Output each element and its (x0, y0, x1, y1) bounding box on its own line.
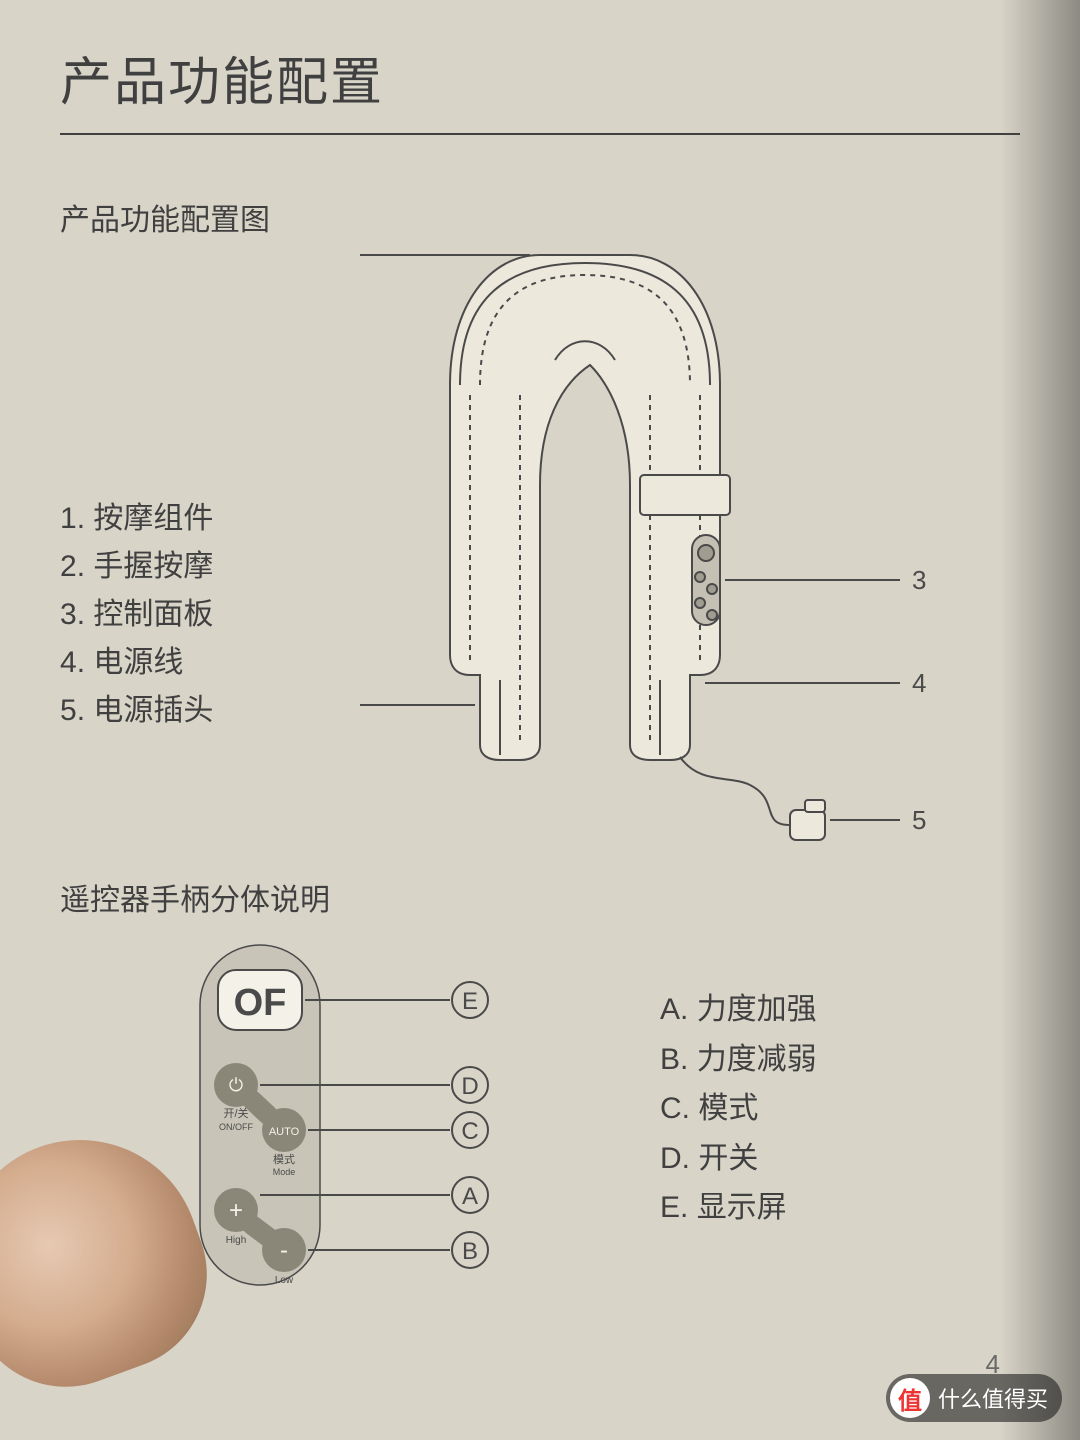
legend-item: B. 力度减弱 (660, 1035, 817, 1085)
svg-text:模式: 模式 (273, 1153, 295, 1166)
svg-text:B: B (462, 1238, 478, 1265)
remote-section: 遥控器手柄分体说明 OF ⏻ AUTO 开/关 ON/OFF 模式 Mode (60, 875, 1020, 919)
svg-text:开/关: 开/关 (223, 1106, 248, 1120)
remote-display-text: OF (234, 982, 287, 1024)
svg-text:Mode: Mode (273, 1167, 296, 1177)
legend-item: D. 开关 (660, 1134, 817, 1184)
svg-text:AUTO: AUTO (269, 1126, 300, 1138)
svg-text:High: High (226, 1235, 247, 1246)
product-parts-legend: 1. 按摩组件 2. 手握按摩 3. 控制面板 4. 电源线 5. 电源插头 (60, 495, 213, 735)
legend-item: E. 显示屏 (660, 1183, 817, 1233)
section2-heading: 遥控器手柄分体说明 (60, 875, 1020, 919)
remote-diagram: OF ⏻ AUTO 开/关 ON/OFF 模式 Mode + - High L (190, 935, 620, 1315)
svg-text:Low: Low (275, 1275, 294, 1286)
product-config-section: 产品功能配置图 1. 按摩组件 2. 手握按摩 3. 控制面板 4. 电源线 5… (60, 195, 1020, 835)
manual-page: 产品功能配置 产品功能配置图 1. 按摩组件 2. 手握按摩 3. 控制面板 4… (60, 40, 1020, 1400)
svg-text:+: + (229, 1197, 243, 1224)
svg-text:E: E (462, 988, 478, 1015)
svg-text:ON/OFF: ON/OFF (219, 1122, 253, 1132)
callout-num: 5 (912, 805, 926, 835)
legend-item: 3. 控制面板 (60, 591, 213, 639)
remote-parts-legend: A. 力度加强 B. 力度减弱 C. 模式 D. 开关 E. 显示屏 (660, 985, 817, 1233)
page-title: 产品功能配置 (60, 40, 1020, 115)
svg-text:-: - (280, 1237, 288, 1264)
svg-text:D: D (461, 1073, 478, 1100)
product-diagram: 1 2 3 4 5 (360, 185, 1000, 845)
legend-item: C. 模式 (660, 1084, 817, 1134)
svg-text:A: A (462, 1183, 478, 1210)
title-rule (60, 133, 1020, 135)
svg-text:C: C (461, 1118, 478, 1145)
legend-item: 2. 手握按摩 (60, 543, 213, 591)
svg-text:⏻: ⏻ (229, 1075, 243, 1095)
watermark-icon: 值 (890, 1378, 930, 1418)
legend-item: 4. 电源线 (60, 639, 213, 687)
legend-item: A. 力度加强 (660, 985, 817, 1035)
legend-item: 1. 按摩组件 (60, 495, 213, 543)
callout-num: 3 (912, 565, 926, 595)
callout-num: 4 (912, 668, 926, 698)
legend-item: 5. 电源插头 (60, 687, 213, 735)
watermark-text: 什么值得买 (938, 1382, 1048, 1414)
watermark-badge: 值 什么值得买 (886, 1374, 1062, 1422)
